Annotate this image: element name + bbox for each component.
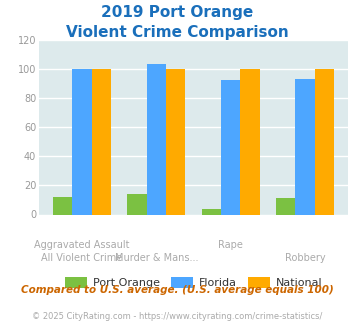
Bar — [166, 69, 185, 214]
Text: Rape: Rape — [218, 240, 243, 249]
Text: 2019 Port Orange: 2019 Port Orange — [102, 5, 253, 20]
Bar — [276, 198, 295, 214]
Text: Compared to U.S. average. (U.S. average equals 100): Compared to U.S. average. (U.S. average … — [21, 285, 334, 295]
Bar — [53, 197, 72, 214]
Text: Aggravated Assault: Aggravated Assault — [34, 240, 130, 249]
Bar — [92, 69, 111, 214]
Bar — [127, 194, 147, 214]
Bar — [72, 69, 92, 214]
Text: Violent Crime Comparison: Violent Crime Comparison — [66, 25, 289, 40]
Bar — [221, 81, 240, 214]
Text: Murder & Mans...: Murder & Mans... — [115, 253, 198, 263]
Bar — [240, 69, 260, 214]
Legend: Port Orange, Florida, National: Port Orange, Florida, National — [60, 273, 327, 293]
Bar — [295, 79, 315, 214]
Bar — [315, 69, 334, 214]
Bar — [202, 209, 221, 214]
Text: Robbery: Robbery — [285, 253, 325, 263]
Text: © 2025 CityRating.com - https://www.cityrating.com/crime-statistics/: © 2025 CityRating.com - https://www.city… — [32, 312, 323, 321]
Bar — [147, 64, 166, 214]
Text: All Violent Crime: All Violent Crime — [42, 253, 123, 263]
